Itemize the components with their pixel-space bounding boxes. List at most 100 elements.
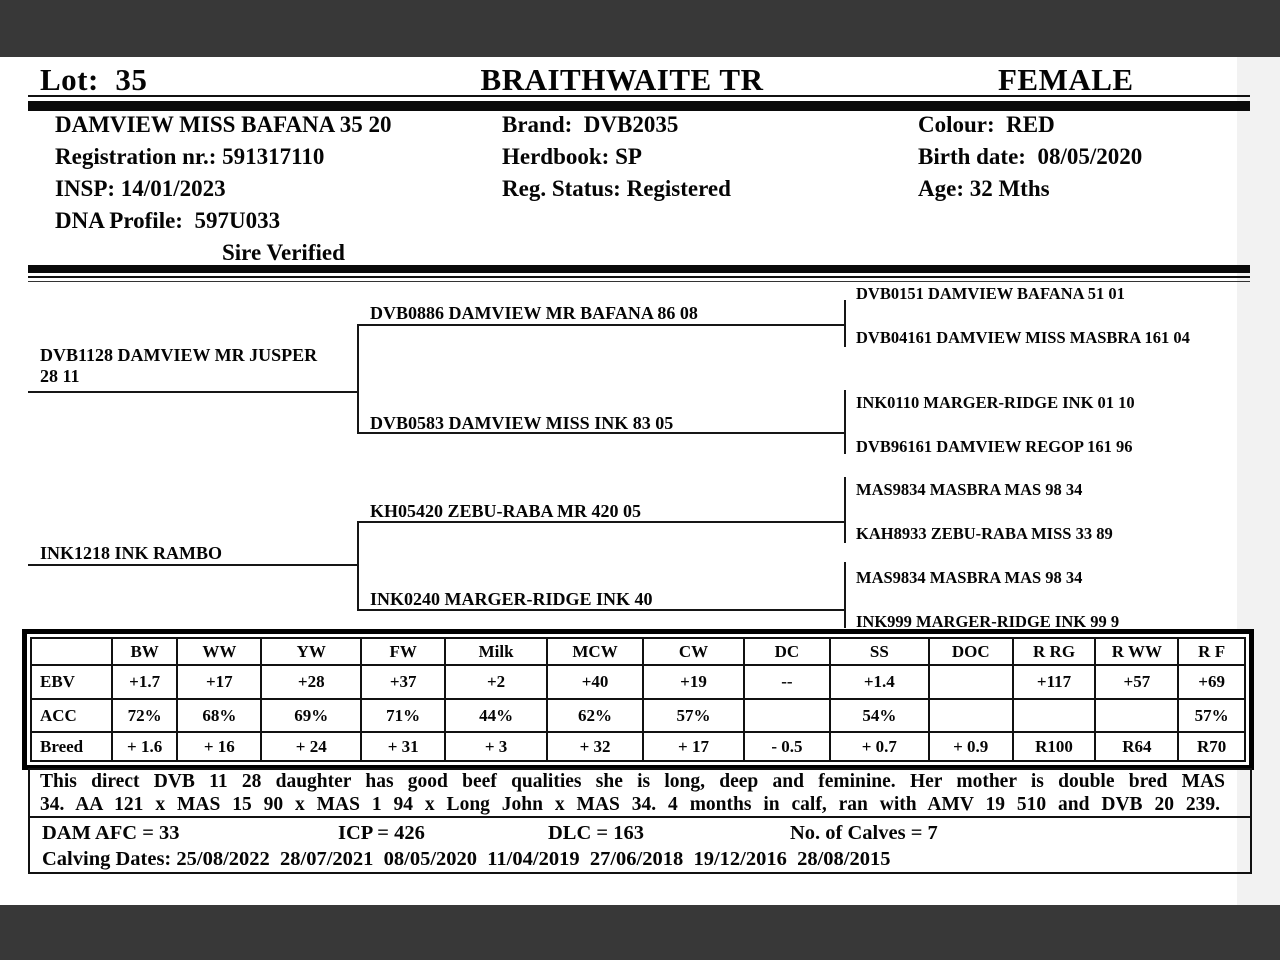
pedigree-connector	[844, 300, 846, 347]
colour: Colour: RED	[918, 112, 1055, 137]
pedigree-sire-line	[28, 391, 358, 393]
ebv-cell: 57%	[1177, 698, 1246, 733]
pedigree-line	[357, 609, 844, 611]
ebv-row-label: ACC	[30, 698, 113, 733]
ebv-cell: +1.7	[110, 664, 179, 700]
ebv-cell: R64	[1094, 731, 1180, 762]
ebv-cell: + 31	[360, 731, 447, 762]
ebv-header-cell: BW	[110, 637, 179, 666]
pedigree-line	[357, 521, 844, 523]
ebv-header-cell: CW	[642, 637, 745, 666]
ebv-cell	[1011, 698, 1097, 733]
birth-date: Birth date: 08/05/2020	[918, 144, 1143, 169]
inspection-date: INSP: 14/01/2023	[55, 176, 226, 201]
pedigree-grandsire-maternal: KH05420 ZEBU-RABA MR 420 05	[370, 501, 642, 521]
header-rule-thin	[28, 95, 1250, 97]
pedigree-connector	[357, 521, 359, 611]
brand: Brand: DVB2035	[502, 112, 679, 137]
ebv-cell	[927, 664, 1014, 700]
ebv-cell: 68%	[176, 698, 263, 733]
notes-line-2: 34. AA 121 x MAS 15 90 x MAS 1 94 x Long…	[40, 794, 1220, 815]
ebv-cell: + 16	[176, 731, 263, 762]
ebv-header-cell: SS	[828, 637, 930, 666]
sex-label: FEMALE	[998, 62, 1134, 97]
ebv-cell: 44%	[444, 698, 549, 733]
pedigree-dam: INK1218 INK RAMBO	[40, 543, 223, 563]
ebv-cell	[743, 698, 831, 733]
ebv-header-row: BW WW YW FW Milk MCW CW DC SS DOC R RG R…	[30, 637, 1246, 666]
ebv-header-cell: YW	[260, 637, 363, 666]
reg-status: Reg. Status: Registered	[502, 176, 731, 201]
pedigree-ggp-6: KAH8933 ZEBU-RABA MISS 33 89	[856, 524, 1113, 543]
ebv-cell: 62%	[546, 698, 645, 733]
ebv-header-cell: R WW	[1094, 637, 1180, 666]
notes-line-1: This direct DVB 11 28 daughter has good …	[40, 771, 1225, 792]
acc-row: ACC 72% 68% 69% 71% 44% 62% 57% 54% 57%	[30, 698, 1246, 733]
ebv-cell: +37	[360, 664, 447, 700]
ebv-row-label: Breed	[30, 731, 113, 762]
section-rule-hairline	[28, 281, 1250, 282]
page-title: BRAITHWAITE TR	[480, 62, 764, 97]
ebv-cell: + 3	[444, 731, 549, 762]
ebv-header-cell: R RG	[1011, 637, 1097, 666]
ebv-cell	[1094, 698, 1180, 733]
ebv-cell: +2	[444, 664, 549, 700]
ebv-cell: +28	[260, 664, 363, 700]
pedigree-ggp-5: MAS9834 MASBRA MAS 98 34	[856, 480, 1083, 499]
pedigree-ggp-2: DVB04161 DAMVIEW MISS MASBRA 161 04	[856, 328, 1190, 347]
age: Age: 32 Mths	[918, 176, 1050, 201]
viewer-bottom-bar	[0, 905, 1280, 960]
ebv-row-label: EBV	[30, 664, 113, 700]
header-rule-thick	[28, 101, 1250, 111]
pedigree-ggp-7: MAS9834 MASBRA MAS 98 34	[856, 568, 1083, 587]
pedigree-line	[357, 324, 844, 326]
pedigree-sire: DVB1128 DAMVIEW MR JUSPER 28 11	[40, 345, 322, 386]
ebv-cell: - 0.5	[743, 731, 831, 762]
ebv-cell: +19	[642, 664, 745, 700]
viewer-top-bar	[0, 0, 1280, 57]
pedigree-grandsire-paternal: DVB0886 DAMVIEW MR BAFANA 86 08	[370, 303, 698, 323]
ebv-header-cell: WW	[176, 637, 263, 666]
ebv-cell: +17	[176, 664, 263, 700]
breed-row: Breed + 1.6 + 16 + 24 + 31 + 3 + 32 + 17…	[30, 731, 1246, 762]
dam-dlc: DLC = 163	[548, 822, 644, 844]
ebv-cell: + 24	[260, 731, 363, 762]
ebv-cell	[927, 698, 1014, 733]
ebv-cell: R70	[1177, 731, 1246, 762]
ebv-cell: + 0.9	[927, 731, 1014, 762]
ebv-header-cell	[30, 637, 113, 666]
pedigree-connector	[844, 390, 846, 454]
ebv-cell: 57%	[642, 698, 745, 733]
ebv-cell: 72%	[110, 698, 179, 733]
ebv-row: EBV +1.7 +17 +28 +37 +2 +40 +19 -- +1.4 …	[30, 664, 1246, 700]
ebv-cell: +57	[1094, 664, 1180, 700]
ebv-table-frame: BW WW YW FW Milk MCW CW DC SS DOC R RG R…	[22, 629, 1254, 770]
ebv-header-cell: Milk	[444, 637, 549, 666]
pedigree-dam-line	[28, 564, 358, 566]
ebv-cell: +117	[1011, 664, 1097, 700]
pedigree-ggp-3: INK0110 MARGER-RIDGE INK 01 10	[856, 393, 1135, 412]
pedigree-ggp-1: DVB0151 DAMVIEW BAFANA 51 01	[856, 284, 1125, 303]
ebv-cell: 54%	[828, 698, 930, 733]
pedigree-connector	[844, 562, 846, 628]
dam-stats-box: DAM AFC = 33 ICP = 426 DLC = 163 No. of …	[28, 816, 1252, 874]
pedigree-connector	[844, 477, 846, 543]
pedigree-ggp-8: INK999 MARGER-RIDGE INK 99 9	[856, 612, 1120, 631]
ebv-header-cell: DC	[743, 637, 831, 666]
registration-number: Registration nr.: 591317110	[55, 144, 325, 169]
ebv-header-cell: FW	[360, 637, 447, 666]
ebv-cell: +69	[1177, 664, 1246, 700]
ebv-cell: + 1.6	[110, 731, 179, 762]
ebv-cell: + 17	[642, 731, 745, 762]
pedigree-granddam-maternal: INK0240 MARGER-RIDGE INK 40	[370, 589, 653, 609]
dna-profile: DNA Profile: 597U033	[55, 208, 281, 233]
ebv-cell: +40	[546, 664, 645, 700]
section-rule-thin	[28, 276, 1250, 278]
ebv-cell: + 0.7	[828, 731, 930, 762]
pedigree-ggp-4: DVB96161 DAMVIEW REGOP 161 96	[856, 437, 1133, 456]
ebv-cell: +1.4	[828, 664, 930, 700]
herdbook: Herdbook: SP	[502, 144, 642, 169]
pedigree-line	[357, 432, 844, 434]
ebv-cell: --	[743, 664, 831, 700]
